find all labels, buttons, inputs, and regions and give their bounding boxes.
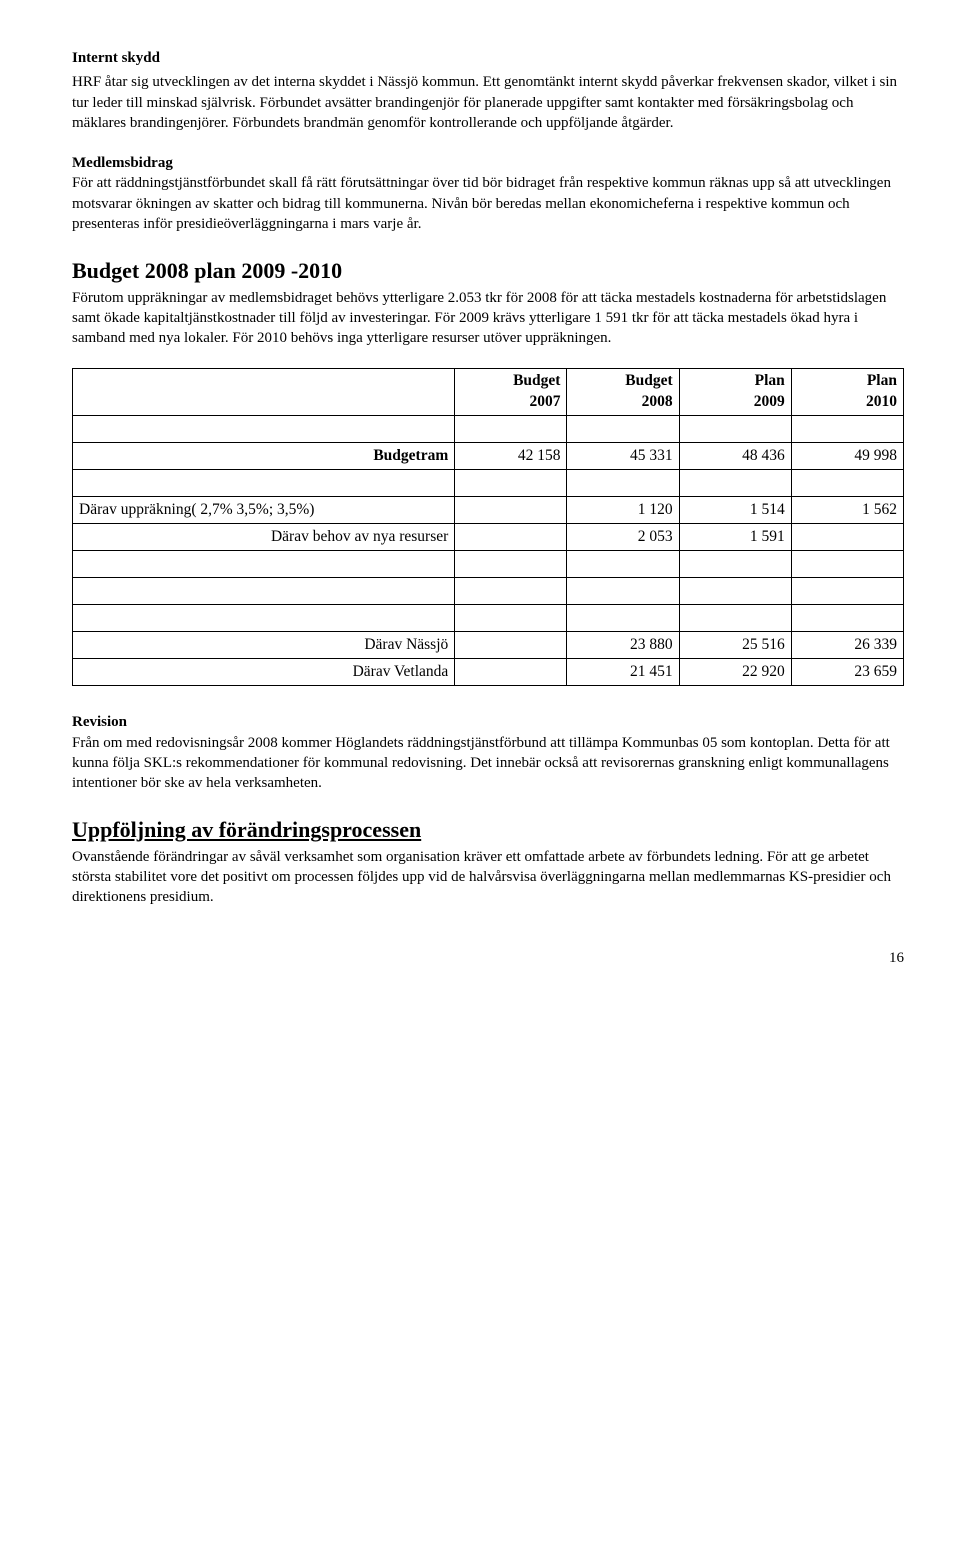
section-title: Budget 2008 plan 2009 -2010 [72,256,904,286]
section-title: Uppföljning av förändringsprocessen [72,815,904,845]
cell [455,659,567,686]
cell: 1 514 [679,497,791,524]
cell: 49 998 [791,443,903,470]
row-label: Därav uppräkning( 2,7% 3,5%; 3,5%) [73,497,455,524]
table-row-vetlanda: Därav Vetlanda 21 451 22 920 23 659 [73,659,904,686]
col-empty [73,369,455,416]
table-row-empty [73,470,904,497]
cell: 2 053 [567,524,679,551]
section-medlemsbidrag: Medlemsbidrag För att räddningstjänstför… [72,153,904,234]
table-row-empty [73,416,904,443]
section-body: HRF åtar sig utvecklingen av det interna… [72,72,904,133]
section-title: Medlemsbidrag [72,153,904,173]
cell: 45 331 [567,443,679,470]
row-label: Budgetram [73,443,455,470]
section-revision: Revision Från om med redovisningsår 2008… [72,712,904,793]
header-text: 2008 [642,393,673,410]
table-row-budgetram: Budgetram 42 158 45 331 48 436 49 998 [73,443,904,470]
budget-table: Budget 2007 Budget 2008 Plan 2009 Plan 2… [72,368,904,686]
section-title: Internt skydd [72,48,904,68]
table-header-row: Budget 2007 Budget 2008 Plan 2009 Plan 2… [73,369,904,416]
cell [455,632,567,659]
table-row-empty [73,551,904,578]
row-label: Därav Vetlanda [73,659,455,686]
table-row-nassjo: Därav Nässjö 23 880 25 516 26 339 [73,632,904,659]
section-body: Ovanstående förändringar av såväl verksa… [72,847,904,908]
section-body: Förutom uppräkningar av medlemsbidraget … [72,288,904,349]
cell: 42 158 [455,443,567,470]
header-text: Plan [755,372,785,389]
row-label: Därav behov av nya resurser [73,524,455,551]
header-text: Budget [625,372,672,389]
table-row-behov: Därav behov av nya resurser 2 053 1 591 [73,524,904,551]
cell: 1 591 [679,524,791,551]
col-plan-2010: Plan 2010 [791,369,903,416]
cell: 23 659 [791,659,903,686]
cell: 1 562 [791,497,903,524]
cell: 25 516 [679,632,791,659]
section-budget: Budget 2008 plan 2009 -2010 Förutom uppr… [72,256,904,348]
section-title: Revision [72,712,904,732]
section-body: För att räddningstjänstförbundet skall f… [72,173,904,234]
cell [455,524,567,551]
page-number: 16 [72,948,904,968]
cell: 21 451 [567,659,679,686]
cell [791,524,903,551]
cell [455,497,567,524]
table-row-upprakning: Därav uppräkning( 2,7% 3,5%; 3,5%) 1 120… [73,497,904,524]
section-uppfoljning: Uppföljning av förändringsprocessen Ovan… [72,815,904,907]
cell: 48 436 [679,443,791,470]
header-text: Plan [867,372,897,389]
col-budget-2007: Budget 2007 [455,369,567,416]
header-text: Budget [513,372,560,389]
col-plan-2009: Plan 2009 [679,369,791,416]
cell: 1 120 [567,497,679,524]
table-row-empty [73,578,904,605]
cell: 22 920 [679,659,791,686]
header-text: 2007 [529,393,560,410]
cell: 26 339 [791,632,903,659]
cell: 23 880 [567,632,679,659]
col-budget-2008: Budget 2008 [567,369,679,416]
header-text: 2009 [754,393,785,410]
header-text: 2010 [866,393,897,410]
section-body: Från om med redovisningsår 2008 kommer H… [72,733,904,794]
row-label: Därav Nässjö [73,632,455,659]
table-row-empty [73,605,904,632]
section-internt-skydd: Internt skydd HRF åtar sig utvecklingen … [72,48,904,133]
